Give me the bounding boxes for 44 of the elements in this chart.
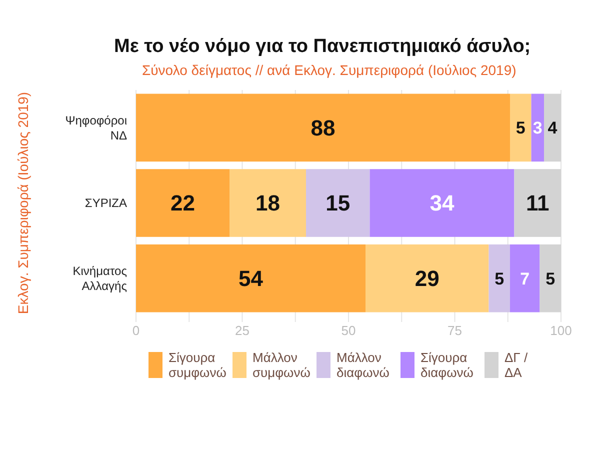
bar <box>370 169 514 237</box>
y-tick-label: ΣΥΡΙΖΑ <box>84 196 127 210</box>
data-label: 22 <box>170 190 195 216</box>
y-axis-title: Εκλογ. Συμπεριφορά (Ιούλιος 2019) <box>15 92 31 314</box>
data-label: 5 <box>494 269 504 288</box>
data-label: 11 <box>526 190 550 216</box>
bar <box>544 94 561 162</box>
data-label: 88 <box>310 115 336 140</box>
y-tick-label: Κινήματος Αλλαγής <box>72 264 128 294</box>
data-label: 18 <box>256 190 280 216</box>
x-tick-label: 100 <box>550 323 572 338</box>
bar <box>136 94 510 162</box>
x-tick-label: 75 <box>448 323 462 338</box>
data-label: 34 <box>430 190 455 216</box>
legend-label: ΔΓ / ΔΑ <box>504 350 528 380</box>
bar <box>510 94 532 162</box>
legend-label: Μάλλον συμφωνώ <box>252 350 310 380</box>
data-label: 54 <box>238 266 264 292</box>
y-tick-label: Ψηφοφόροι ΝΔ <box>65 113 128 142</box>
bar <box>230 169 306 237</box>
data-label: 29 <box>414 266 440 292</box>
bar <box>510 244 540 312</box>
data-label: 5 <box>546 269 556 288</box>
chart-subtitle: Σύνολο δείγματος // ανά Εκλογ. Συμπεριφορά (Ιούλιος 2019) <box>142 62 516 78</box>
bar <box>540 244 561 312</box>
legend-label: Μάλλον διαφωνώ <box>336 350 390 380</box>
chart-title: Με το νέο νόμο για το Πανεπιστημιακό άσυλο; <box>114 36 531 57</box>
bar <box>136 169 230 237</box>
x-tick-label: 25 <box>235 323 250 338</box>
legend-label: Σίγουρα διαφωνώ <box>420 350 474 380</box>
bar <box>366 244 489 312</box>
bar <box>488 244 510 312</box>
data-label: 3 <box>532 118 542 138</box>
bar <box>306 169 370 237</box>
data-label: 4 <box>548 118 558 138</box>
data-label: 7 <box>520 269 530 288</box>
x-tick-label: 50 <box>341 323 356 338</box>
x-tick-label: 0 <box>132 323 140 338</box>
legend-label: Σίγουρα συμφωνώ <box>168 350 226 380</box>
bar <box>531 94 544 162</box>
data-label: 15 <box>326 190 350 216</box>
bar <box>136 244 366 312</box>
bar <box>514 169 561 237</box>
data-label: 5 <box>516 118 526 138</box>
